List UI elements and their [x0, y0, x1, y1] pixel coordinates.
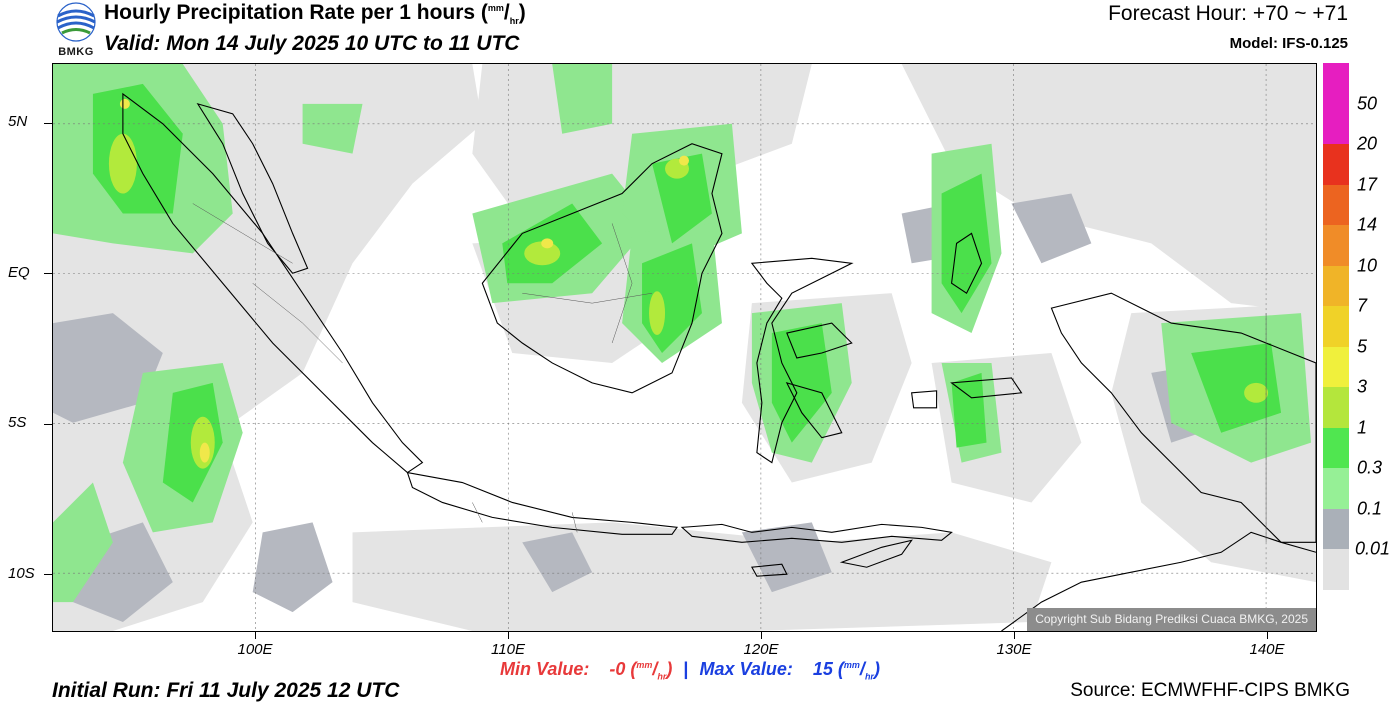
sulawesi-se-arm: [785, 382, 843, 439]
colorbar-label: 50: [1357, 93, 1378, 114]
bmkg-logo: [56, 2, 96, 42]
min-max-values: Min Value: -0 (mm/hr) | Max Value: 15 (m…: [500, 659, 880, 682]
data-source: Source: ECMWFHF-CIPS BMKG: [1070, 680, 1350, 701]
valid-time: Valid: Mon 14 July 2025 10 UTC to 11 UTC: [104, 32, 520, 55]
lat-tick: [44, 574, 52, 575]
colorbar-label: 0.01: [1355, 538, 1391, 559]
sulawesi-east-arm: [786, 322, 853, 359]
colorbar-segment: [1323, 346, 1349, 388]
colorbar-label: 1: [1357, 417, 1368, 438]
colorbar-segment: [1323, 427, 1349, 469]
logo-text: BMKG: [58, 46, 94, 58]
precipitation-map: Copyright Sub Bidang Prediksi Cuaca BMKG…: [52, 63, 1317, 632]
lat-tick: [44, 273, 52, 274]
model-label: Model: IFS-0.125: [1229, 35, 1348, 52]
lat-tick: [44, 123, 52, 124]
colorbar-label: 10: [1357, 255, 1378, 276]
page-title: Hourly Precipitation Rate per 1 hours (m…: [104, 1, 526, 27]
colorbar-segment: [1323, 225, 1349, 266]
java-coast: [406, 471, 679, 535]
sumba-coast: [751, 563, 788, 577]
lon-label-130e: 130E: [996, 641, 1032, 658]
colorbar-label: 0.1: [1357, 498, 1383, 519]
graticule: [53, 64, 1316, 631]
buru-coast: [911, 390, 938, 409]
initial-run: Initial Run: Fri 11 July 2025 12 UTC: [52, 679, 400, 702]
colorbar-segment: [1323, 508, 1349, 550]
colorbar-segment: [1323, 184, 1349, 226]
sumatra-coast: [122, 92, 424, 474]
colorbar-label: 3: [1357, 376, 1368, 397]
timor-coast: [839, 539, 913, 568]
admin-borders: [192, 203, 1267, 543]
colorbar-segment: [1323, 549, 1349, 590]
australia-coast: [1001, 531, 1316, 631]
colorbar-label: 20: [1357, 133, 1378, 154]
seram-coast: [950, 377, 1023, 399]
separator: |: [683, 659, 689, 679]
colorbar-label: 5: [1357, 336, 1368, 357]
colorbar-label: 14: [1357, 214, 1378, 235]
lon-tick: [508, 632, 509, 639]
colorbar-segment: [1323, 144, 1349, 185]
max-value: Max Value: 15 (mm/hr): [699, 659, 880, 682]
lon-label-110e: 110E: [491, 641, 525, 658]
colorbar-label: 17: [1357, 174, 1378, 195]
colorbar-segment: [1323, 103, 1349, 145]
colorbar-segment: [1323, 306, 1349, 347]
min-value: Min Value: -0 (mm/hr): [500, 659, 673, 682]
copyright-notice: Copyright Sub Bidang Prediksi Cuaca BMKG…: [1027, 608, 1316, 631]
lon-tick: [1014, 632, 1015, 639]
colorbar-segment: [1323, 387, 1349, 428]
intense-rain-cells: [119, 98, 689, 463]
colorbar-label: 7: [1357, 295, 1368, 316]
moderate-rain-regions: [92, 83, 1282, 503]
precipitation-colorbar: [1323, 63, 1349, 590]
colorbar-segment: [1323, 468, 1349, 509]
heavy-rain-cells: [108, 133, 1269, 469]
halmahera-coast: [950, 232, 983, 294]
lat-label-eq: EQ: [8, 264, 30, 281]
lat-tick: [44, 424, 52, 425]
colorbar-segment: [1323, 63, 1349, 104]
lon-tick: [1267, 632, 1268, 639]
colorbar-segment: [1323, 265, 1349, 307]
sulawesi-coast: [750, 257, 854, 464]
lon-tick: [255, 632, 256, 639]
lon-label-140e: 140E: [1249, 641, 1285, 658]
forecast-hour: Forecast Hour: +70 ~ +71: [1108, 2, 1348, 25]
lat-label-5n: 5N: [8, 113, 28, 130]
lat-label-10s: 10S: [8, 565, 35, 582]
papua-coast: [1050, 292, 1316, 543]
coastlines: [122, 92, 1316, 631]
colorbar-label: 0.3: [1357, 457, 1383, 478]
lon-label-120e: 120E: [743, 641, 779, 658]
nusa-tenggara-coast: [680, 523, 953, 543]
borneo-coast: [481, 143, 723, 394]
lat-label-5s: 5S: [8, 414, 27, 431]
malay-coast: [196, 102, 309, 274]
lon-tick: [761, 632, 762, 639]
map-canvas: [53, 64, 1316, 631]
lon-label-100e: 100E: [237, 641, 273, 658]
